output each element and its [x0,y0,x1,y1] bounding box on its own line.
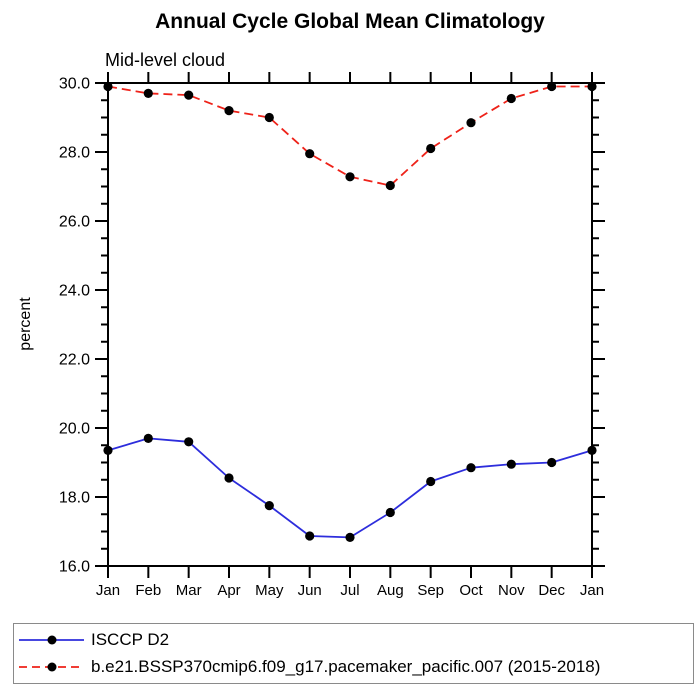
data-point-marker [385,507,395,518]
y-axis-tick-label: 28.0 [59,145,90,162]
data-point-marker [184,90,194,100]
legend-line-sample-dashed [19,662,84,672]
series-line-1 [107,85,592,187]
x-axis-tick-label: Jan [96,582,120,599]
data-point-marker [587,81,597,92]
y-axis-tick-label: 20.0 [59,421,90,438]
data-point-marker [143,88,153,98]
chart-title: Annual Cycle Global Mean Climatology [155,10,545,33]
legend-item-model: b.e21.BSSP370cmip6.f09_g17.pacemaker_pac… [18,654,693,680]
x-axis-tick-label: Jan [580,582,604,599]
data-point-marker [103,445,113,455]
plot-box [107,82,593,567]
legend-sample-marker-icon [47,662,57,672]
y-axis-tick-label: 16.0 [59,559,90,576]
y-axis-title: percent [17,297,34,351]
data-point-marker [506,93,516,104]
x-axis-tick-label: Dec [538,582,565,599]
data-point-marker [345,532,355,543]
x-axis-tick-label: Jul [340,582,359,599]
data-point-marker [466,463,476,473]
x-axis-tick-label: Sep [417,582,444,599]
y-axis-tick-label: 18.0 [59,490,90,507]
data-point-marker [305,149,315,159]
x-axis-tick-label: Apr [217,582,240,599]
data-point-marker [103,81,113,92]
series-line-0 [107,437,593,539]
y-axis-tick-label: 24.0 [59,283,90,300]
data-point-marker [143,433,153,443]
x-axis-tick-label: Feb [135,582,161,599]
data-point-marker [466,118,476,128]
chart-subtitle: Mid-level cloud [105,50,226,70]
legend-item-obs: ISCCP D2 [18,627,693,653]
x-axis-tick-label: Aug [377,582,404,599]
y-axis-tick-label: 22.0 [59,352,90,369]
data-point-marker [264,112,274,123]
data-point-marker [184,437,194,447]
legend-line-sample-solid [19,635,84,645]
legend-sample-marker-icon [47,635,57,645]
legend: ISCCP D2 b.e21.BSSP370cmip6.f09_g17.pace… [13,623,694,684]
data-point-marker [345,172,355,182]
x-axis-tick-label: Nov [498,582,525,599]
data-point-marker [224,106,234,116]
data-point-marker [385,180,395,191]
data-point-marker [264,501,274,511]
data-point-marker [506,459,516,469]
x-axis-tick-label: Jun [298,582,322,599]
data-point-marker [547,81,557,92]
data-point-marker [305,531,315,541]
data-point-marker [547,457,557,468]
legend-label-model: b.e21.BSSP370cmip6.f09_g17.pacemaker_pac… [91,657,601,676]
x-axis-tick-label: May [255,582,284,599]
legend-label-obs: ISCCP D2 [91,630,170,649]
data-point-marker [587,445,597,455]
data-point-marker [426,143,436,154]
data-point-marker [224,473,234,483]
x-axis-tick-label: Oct [459,582,483,599]
plot-area: Jan Feb Mar Apr May Jun Jul Aug Sep Oct Nov Dec Jan 1… [17,72,605,599]
y-axis-tick-label: 26.0 [59,214,90,231]
y-axis-tick-label: 30.0 [59,76,90,93]
x-axis-tick-label: Mar [176,582,202,599]
data-point-marker [426,476,436,487]
